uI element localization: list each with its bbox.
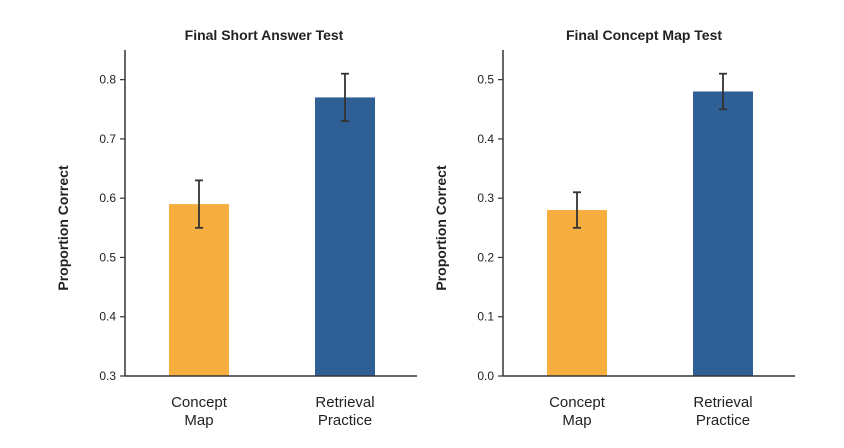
x-tick-label-line: Practice <box>696 412 750 429</box>
x-tick-label-line: Concept <box>171 394 228 411</box>
y-tick-label: 0.4 <box>99 310 116 324</box>
y-tick-label: 0.2 <box>477 250 494 264</box>
x-tick-label-line: Retrieval <box>315 394 374 411</box>
y-tick-label: 0.5 <box>99 250 116 264</box>
bar <box>547 210 607 376</box>
bar <box>315 97 375 376</box>
y-tick-label: 0.5 <box>477 73 494 87</box>
chart-title: Final Short Answer Test <box>185 27 344 43</box>
y-tick-label: 0.3 <box>99 369 116 383</box>
chart-panel-1: Final Short Answer Test Proportion Correc… <box>55 27 417 429</box>
x-tick-label: Concept Map <box>171 394 228 429</box>
x-tick-label-line: Practice <box>318 412 372 429</box>
y-axis-label: Proportion Correct <box>433 165 449 291</box>
x-tick-label: Retrieval Practice <box>315 394 374 429</box>
x-tick-label: Retrieval Practice <box>693 394 752 429</box>
x-tick-label: Concept Map <box>549 394 606 429</box>
x-tick-label-line: Concept <box>549 394 606 411</box>
y-tick-label: 0.8 <box>99 73 116 87</box>
chart-panel-2: Final Concept Map Test Proportion Correct… <box>433 27 795 429</box>
x-tick-label-line: Retrieval <box>693 394 752 411</box>
x-tick-label-line: Map <box>184 412 213 429</box>
y-tick-label: 0.6 <box>99 191 116 205</box>
y-axis-label: Proportion Correct <box>55 165 71 291</box>
y-tick-label: 0.1 <box>477 310 494 324</box>
y-tick-label: 0.3 <box>477 191 494 205</box>
y-tick-label: 0.0 <box>477 369 494 383</box>
chart-title: Final Concept Map Test <box>566 27 722 43</box>
bar <box>169 204 229 376</box>
y-tick-label: 0.4 <box>477 132 494 146</box>
bar <box>693 91 753 376</box>
x-tick-label-line: Map <box>562 412 591 429</box>
y-tick-label: 0.7 <box>99 132 116 146</box>
